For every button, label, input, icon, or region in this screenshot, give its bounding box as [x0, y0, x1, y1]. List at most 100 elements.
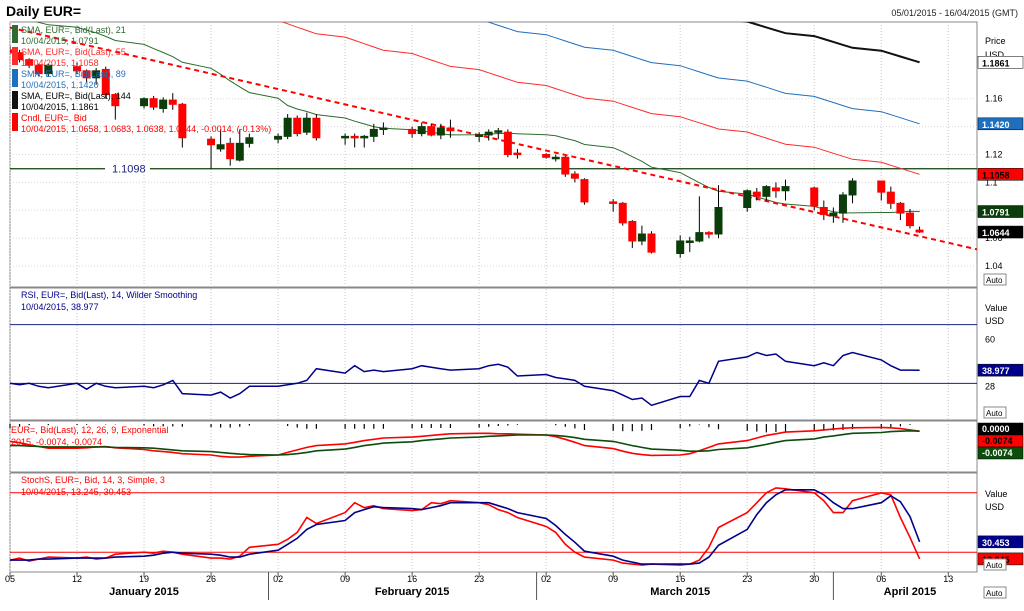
candle-body	[905, 212, 914, 227]
stoch-legend-label: StochS, EUR=, Bid, 14, 3, Simple, 3	[21, 475, 165, 485]
month-label: April 2015	[884, 586, 937, 598]
auto-label-price: Auto	[986, 276, 1003, 285]
macd-signal-line	[10, 429, 920, 456]
candle-body	[34, 64, 43, 75]
candle-body	[379, 127, 388, 130]
candle-body	[609, 201, 618, 204]
candle-body	[446, 127, 455, 132]
candle-body	[283, 117, 292, 137]
legend-swatch	[12, 91, 18, 109]
stoch-legend-value: 10/04/2015, 13.245, 30.453	[21, 487, 131, 497]
x-tick-label: 05	[5, 574, 15, 584]
macd-box-label: -0.0074	[982, 436, 1013, 446]
support-label-bg	[105, 161, 150, 175]
candle-body	[312, 117, 321, 139]
candle-body	[475, 134, 484, 137]
panel-frame-macd	[9, 420, 978, 473]
month-label: January 2015	[109, 586, 179, 598]
candle-body	[542, 154, 551, 158]
x-tick-label: 09	[340, 574, 350, 584]
price-box-box	[977, 225, 1024, 239]
price-series-group	[10, 22, 977, 258]
macd-box-label: -0.0074	[982, 448, 1013, 458]
candle-body	[810, 187, 819, 207]
candle-body	[838, 194, 847, 214]
panel-frame-rsi	[9, 287, 978, 421]
candle-body	[896, 202, 905, 214]
legend-label: SMA, EUR=, Bid(Last), 144	[21, 91, 131, 101]
x-tick-label: 19	[139, 574, 149, 584]
candle-body	[848, 180, 857, 196]
candle-body	[111, 94, 120, 107]
price-box-box	[977, 117, 1024, 131]
month-label: February 2015	[375, 586, 450, 598]
candle-body	[140, 98, 149, 107]
legend-label: SMA, EUR=, Bid(Last), 89	[21, 69, 126, 79]
candle-body	[436, 127, 445, 136]
candle-body	[886, 191, 895, 204]
candle-body	[341, 135, 350, 139]
x-tick-label: 02	[273, 574, 283, 584]
candle-body	[235, 142, 244, 161]
rsi-tick-label: 28	[985, 381, 995, 391]
axis-header-price-2: USD	[985, 50, 1005, 60]
date-range: 05/01/2015 - 16/04/2015 (GMT)	[891, 8, 1018, 18]
auto-label-x: Auto	[986, 589, 1003, 598]
stoch-k-line	[9, 487, 921, 566]
candle-body	[762, 186, 771, 197]
rsi-box-label: 38.977	[982, 366, 1010, 376]
price-tick-label: 1.12	[985, 150, 1003, 160]
candle-body	[752, 191, 761, 197]
x-tick-label: 23	[742, 574, 752, 584]
candle-body	[551, 156, 560, 160]
axis-header-price-1: Price	[985, 36, 1006, 46]
legend-value: 10/04/2015, 1.1058	[21, 58, 99, 68]
macd-legend-label: EUR=, Bid(Last), 12, 26, 9, Exponential	[11, 425, 168, 435]
sma-21-line	[35, 22, 920, 214]
candle-body	[685, 240, 694, 243]
candle-body	[503, 131, 512, 155]
x-tick-label: 16	[675, 574, 685, 584]
candle-body	[695, 232, 704, 242]
trend-line	[10, 26, 977, 251]
candle-body	[178, 103, 187, 139]
axis-header-stoch-2: USD	[985, 502, 1005, 512]
legend-value: 10/04/2015, 1.1420	[21, 80, 99, 90]
candle-body	[877, 180, 886, 193]
stoch-box-box	[977, 535, 1024, 549]
price-box-label: 1.0644	[982, 228, 1010, 238]
candle-body	[149, 98, 158, 108]
candle-body	[494, 130, 503, 133]
candle-body	[101, 68, 110, 96]
candle-body	[92, 70, 101, 79]
candle-body	[417, 126, 426, 135]
candle-body	[714, 207, 723, 235]
candle-body	[628, 220, 637, 242]
candle-body	[676, 240, 685, 255]
price-box-label: 1.1420	[982, 120, 1010, 130]
x-tick-label: 06	[876, 574, 886, 584]
x-tick-label: 16	[407, 574, 417, 584]
price-box-label: 1.1058	[982, 170, 1010, 180]
auto-button-rsi	[983, 406, 1007, 419]
legend-value: 10/04/2015, 1.0791	[21, 36, 99, 46]
candle-body	[580, 179, 589, 203]
candle-body	[819, 207, 828, 215]
sma-144-line	[741, 22, 920, 64]
candle-body	[245, 137, 254, 144]
candle-body	[743, 190, 752, 208]
candle-body	[302, 117, 311, 133]
axis-header-rsi-1: Value	[985, 303, 1007, 313]
legend-value: 10/04/2015, 1.0658, 1.0683, 1.0638, 1.06…	[21, 124, 271, 134]
auto-button-x	[983, 586, 1007, 599]
candle-body	[207, 138, 216, 146]
stoch-d-line	[10, 489, 921, 565]
candle-body	[561, 156, 570, 175]
price-box-label: 1.1861	[982, 58, 1010, 68]
auto-label-rsi: Auto	[986, 409, 1003, 418]
macd-box-label: 0.0000	[982, 424, 1010, 434]
candle-body	[360, 135, 369, 139]
price-box-box	[977, 168, 1024, 181]
auto-label-stoch: Auto	[986, 561, 1003, 570]
